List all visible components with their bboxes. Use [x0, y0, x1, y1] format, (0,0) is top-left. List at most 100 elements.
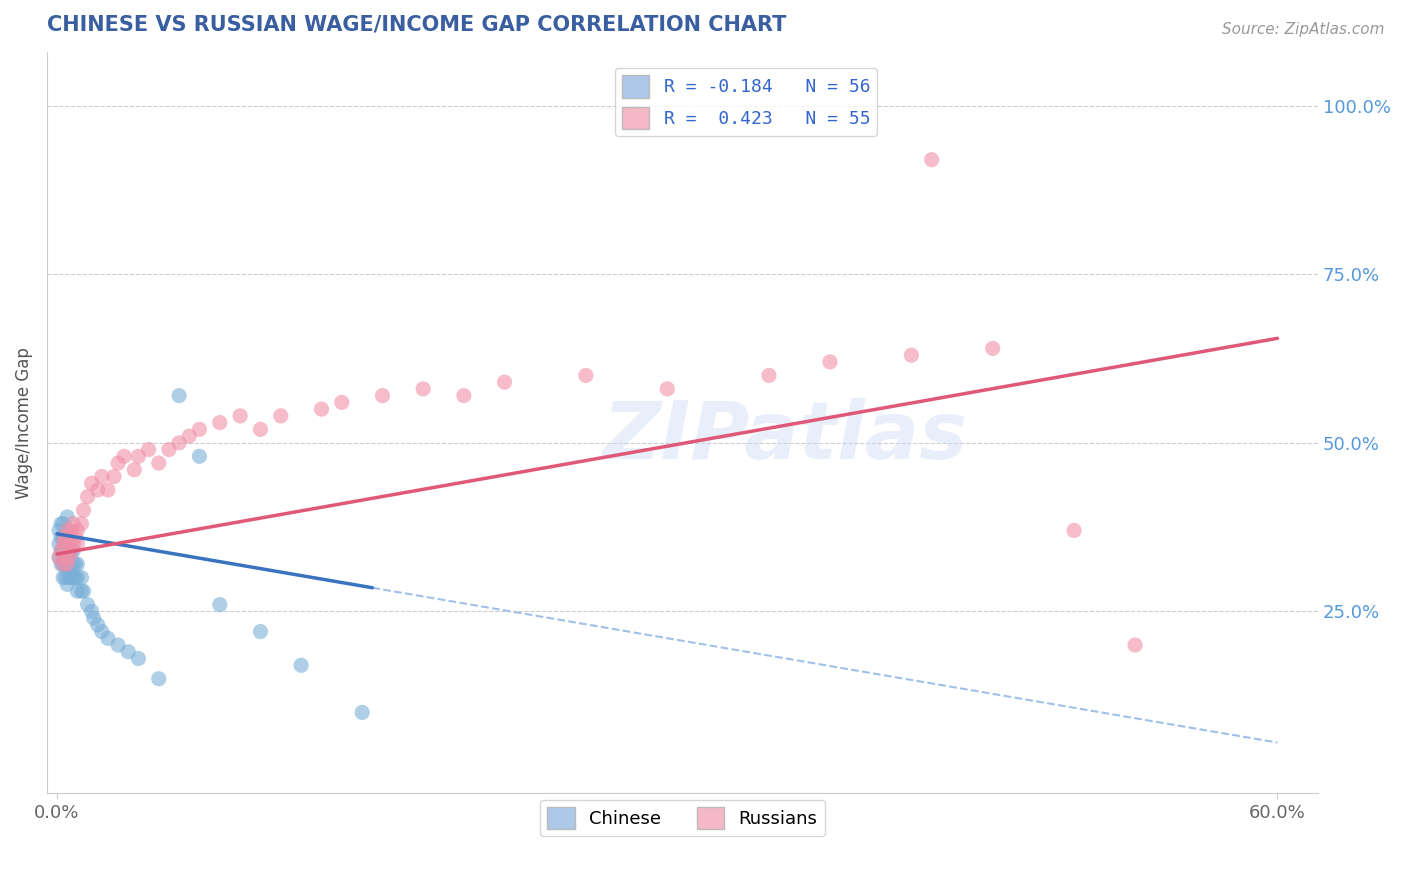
Point [49, 530, 72, 544]
Point [87, 617, 110, 632]
Y-axis label: Wage/Income Gap: Wage/Income Gap [15, 347, 32, 499]
Point [179, 429, 201, 443]
Point [65, 530, 87, 544]
Point [818, 355, 841, 369]
Point [65, 571, 87, 585]
Point [58, 550, 80, 565]
Point [58, 543, 80, 558]
Point [90, 624, 112, 639]
Point [53, 530, 76, 544]
Point [49, 557, 72, 571]
Point [80, 604, 103, 618]
Point [103, 469, 125, 483]
Point [70, 516, 93, 531]
Point [758, 368, 780, 383]
Point [66, 524, 89, 538]
Point [60, 543, 83, 558]
Point [70, 571, 93, 585]
Point [97, 632, 120, 646]
Point [60, 571, 83, 585]
Point [56, 524, 79, 538]
Point [188, 450, 211, 464]
Point [330, 395, 353, 409]
Point [62, 537, 84, 551]
Point [66, 557, 89, 571]
Point [208, 416, 231, 430]
Point [107, 456, 129, 470]
Point [412, 382, 434, 396]
Point [90, 469, 112, 483]
Point [97, 483, 120, 497]
Point [229, 409, 252, 423]
Point [66, 584, 89, 599]
Point [60, 543, 83, 558]
Point [65, 557, 87, 571]
Point [83, 611, 105, 625]
Point [138, 442, 160, 457]
Point [56, 524, 79, 538]
Point [66, 537, 89, 551]
Point [60, 557, 83, 571]
Point [52, 537, 75, 551]
Text: CHINESE VS RUSSIAN WAGE/INCOME GAP CORRELATION CHART: CHINESE VS RUSSIAN WAGE/INCOME GAP CORRE… [46, 15, 786, 35]
Point [53, 530, 76, 544]
Point [657, 382, 679, 396]
Point [148, 456, 170, 470]
Point [53, 557, 76, 571]
Point [48, 550, 70, 565]
Point [60, 524, 83, 538]
Point [352, 706, 374, 720]
Point [53, 543, 76, 558]
Point [80, 476, 103, 491]
Point [921, 153, 943, 167]
Point [52, 557, 75, 571]
Point [58, 530, 80, 544]
Point [62, 516, 84, 531]
Point [575, 368, 598, 383]
Point [76, 598, 98, 612]
Point [62, 571, 84, 585]
Point [56, 550, 79, 565]
Point [290, 658, 312, 673]
Point [56, 557, 79, 571]
Point [249, 422, 271, 436]
Point [208, 598, 231, 612]
Point [66, 571, 89, 585]
Point [900, 348, 922, 362]
Point [58, 530, 80, 544]
Point [48, 550, 70, 565]
Point [49, 543, 72, 558]
Point [56, 564, 79, 578]
Point [72, 584, 94, 599]
Point [117, 645, 139, 659]
Legend: Chinese, Russians: Chinese, Russians [540, 800, 825, 836]
Point [58, 571, 80, 585]
Point [48, 524, 70, 538]
Point [167, 389, 190, 403]
Point [53, 550, 76, 565]
Point [157, 442, 180, 457]
Point [52, 571, 75, 585]
Text: Source: ZipAtlas.com: Source: ZipAtlas.com [1222, 22, 1385, 37]
Point [62, 557, 84, 571]
Point [981, 342, 1004, 356]
Point [52, 557, 75, 571]
Point [453, 389, 475, 403]
Point [148, 672, 170, 686]
Point [1063, 524, 1085, 538]
Point [167, 435, 190, 450]
Point [311, 402, 333, 417]
Point [58, 557, 80, 571]
Point [87, 483, 110, 497]
Point [56, 577, 79, 591]
Point [56, 537, 79, 551]
Text: ZIPatlas: ZIPatlas [602, 399, 967, 476]
Point [76, 490, 98, 504]
Point [270, 409, 292, 423]
Point [52, 530, 75, 544]
Point [49, 543, 72, 558]
Point [70, 584, 93, 599]
Point [48, 537, 70, 551]
Point [249, 624, 271, 639]
Point [56, 510, 79, 524]
